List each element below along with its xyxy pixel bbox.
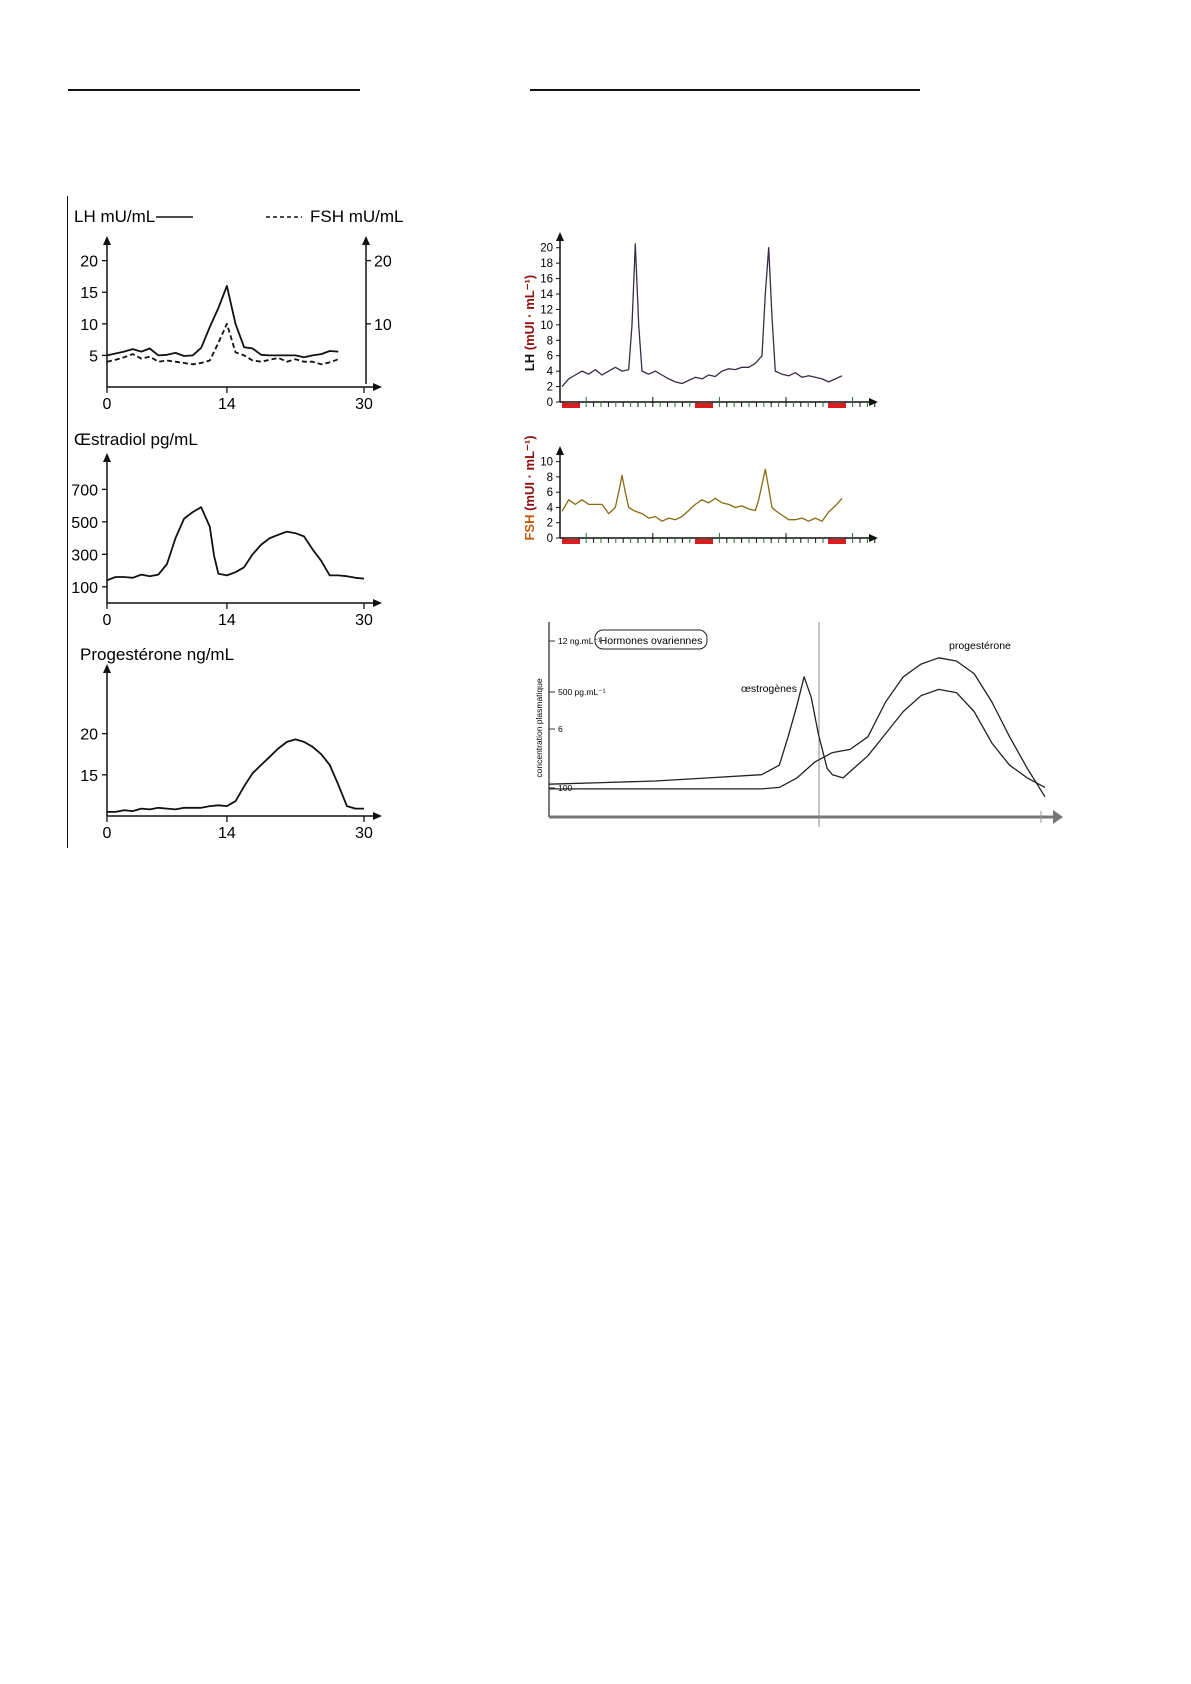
x-tick-label: 0 [103, 396, 112, 413]
menstruation-marker [695, 539, 713, 544]
series-line [549, 657, 1046, 798]
x-tick-label: 0 [103, 825, 112, 842]
header-rule-right [530, 89, 920, 91]
x-tick-label: 30 [355, 612, 373, 629]
header-rule-left [68, 89, 360, 91]
y-tick-label: 12 ng.mL⁻¹ [558, 636, 601, 646]
y-tick-label: 2 [547, 382, 553, 394]
fsh-right-chart: FSH (mUI · mL⁻¹) 0 2 4 6 8 10 [522, 435, 878, 545]
x-tick-label: 14 [218, 825, 236, 842]
y-right-tick-label: 10 [374, 317, 392, 334]
y-tick-label: 0 [547, 533, 553, 545]
series-line-main [107, 738, 364, 813]
x-tick-label: 14 [218, 396, 236, 413]
ovarian-title: Hormones ovariennes [600, 635, 703, 647]
series-line-fsh [106, 322, 339, 366]
x-axis-arrow [1053, 810, 1063, 824]
y-tick-label: 10 [540, 320, 553, 332]
y-tick-label: 4 [547, 366, 554, 378]
y-tick-label: 6 [547, 351, 553, 363]
fsh-right-axis-label: FSH (mUI · mL⁻¹) [522, 435, 537, 540]
x-arrow [373, 599, 382, 607]
y-tick-label: 15 [80, 285, 98, 302]
menstruation-marker [695, 403, 713, 408]
y-tick-label: 700 [71, 482, 98, 499]
y-tick-label: 20 [80, 727, 98, 744]
x-tick-label: 30 [355, 825, 373, 842]
series-line-main [106, 506, 365, 582]
lh-right-axis-label: LH (mUI · mL⁻¹) [522, 275, 537, 371]
y-arrow [103, 236, 111, 245]
y-tick-label: 500 [71, 515, 98, 532]
y-tick-label: 10 [540, 457, 553, 469]
y-tick-label: 16 [540, 274, 553, 286]
y-tick-label: 100 [558, 783, 572, 793]
series-line [548, 676, 1046, 788]
y-tick-label: 20 [540, 243, 553, 255]
y-tick-label: 0 [547, 397, 553, 409]
y-tick-label: 20 [80, 254, 98, 271]
lh-right-chart: LH (mUI · mL⁻¹) 0 2 4 6 8 10 12 14 16 18 20 [522, 232, 878, 409]
concentration-axis-label: concentration plasmatique [534, 678, 544, 778]
menstruation-marker [828, 403, 846, 408]
progesterone-chart: Progestérone ng/mL 0 14 30 15 20 [80, 645, 382, 842]
y-right-arrow [362, 236, 370, 245]
progesterone-label: progestérone [949, 640, 1011, 652]
y-tick-label: 10 [80, 317, 98, 334]
y-tick-label: 8 [547, 472, 553, 484]
y-tick-label: 500 pg.mL⁻¹ [558, 687, 606, 697]
menstruation-marker [562, 539, 580, 544]
y-tick-label: 8 [547, 335, 553, 347]
y-tick-label: 6 [558, 724, 563, 734]
y-tick-label: 300 [71, 547, 98, 564]
menstruation-marker [828, 539, 846, 544]
y-tick-label: 6 [547, 487, 553, 499]
series-line [561, 468, 843, 522]
x-tick-label: 0 [103, 612, 112, 629]
fsh-right-axis-name: FSH [522, 511, 537, 541]
y-arrow [103, 664, 111, 673]
y-tick-label: 14 [540, 289, 553, 301]
menstruation-marker [562, 403, 580, 408]
lh-fsh-chart: LH mU/mL FSH mU/mL 0 14 30 5 10 15 20 10 20 [74, 207, 404, 413]
lh-right-axis-name: LH [522, 350, 537, 371]
lh-axis-label: LH mU/mL [74, 207, 155, 226]
y-right-tick-label: 20 [374, 254, 392, 271]
oestradiol-axis-label: Œstradiol pg/mL [74, 430, 198, 449]
fsh-right-axis-unit: (mUI · mL⁻¹) [522, 435, 537, 510]
ovarian-title-box [594, 629, 708, 650]
x-tick-label: 14 [218, 612, 236, 629]
lh-right-axis-unit: (mUI · mL⁻¹) [522, 275, 537, 350]
y-tick-label: 4 [547, 502, 554, 514]
x-arrow [373, 383, 382, 391]
progesterone-axis-label: Progestérone ng/mL [80, 645, 234, 664]
y-tick-label: 2 [547, 518, 553, 530]
series-line-main [106, 285, 339, 359]
y-arrow [556, 446, 564, 455]
x-arrow [869, 534, 878, 542]
y-tick-label: 5 [89, 348, 98, 365]
series-line [561, 243, 843, 388]
left-figure-margin-line [67, 196, 68, 848]
y-arrow [103, 453, 111, 462]
fsh-axis-label: FSH mU/mL [310, 207, 404, 226]
y-tick-label: 15 [80, 768, 98, 785]
y-tick-label: 100 [71, 580, 98, 597]
ovarian-hormones-chart: Hormones ovariennes concentration plasma… [534, 622, 1063, 827]
y-tick-label: 18 [540, 258, 553, 270]
x-arrow [373, 812, 382, 820]
y-arrow [556, 232, 564, 241]
x-arrow [869, 398, 878, 406]
oestrogenes-label: œstrogènes [741, 683, 797, 695]
x-tick-label: 30 [355, 396, 373, 413]
oestradiol-chart: Œstradiol pg/mL 0 14 30 100 300 500 700 [71, 430, 382, 629]
y-tick-label: 12 [540, 304, 553, 316]
